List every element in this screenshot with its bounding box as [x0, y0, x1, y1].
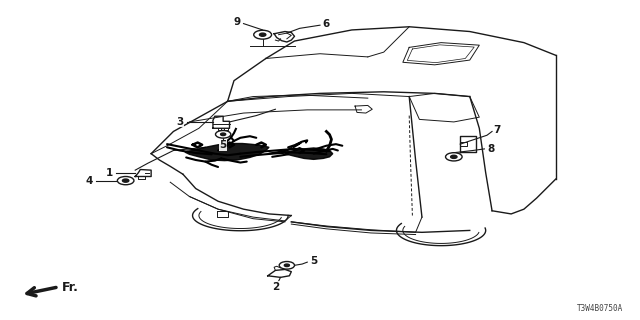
- Polygon shape: [285, 148, 333, 159]
- Circle shape: [259, 33, 266, 36]
- Text: 4: 4: [86, 176, 93, 186]
- Circle shape: [117, 177, 134, 185]
- Circle shape: [279, 261, 294, 269]
- Text: 1: 1: [106, 168, 113, 178]
- Text: 6: 6: [323, 19, 330, 28]
- Text: 9: 9: [234, 17, 241, 27]
- Text: 2: 2: [272, 282, 279, 292]
- Text: 7: 7: [493, 124, 501, 134]
- Text: T3W4B0750A: T3W4B0750A: [577, 304, 623, 313]
- Circle shape: [284, 264, 289, 267]
- Circle shape: [216, 131, 231, 138]
- Circle shape: [451, 155, 457, 158]
- Circle shape: [445, 153, 462, 161]
- Text: 8: 8: [487, 144, 495, 154]
- Circle shape: [221, 133, 226, 136]
- Text: Fr.: Fr.: [62, 281, 79, 294]
- Circle shape: [253, 30, 271, 39]
- Text: 5: 5: [310, 256, 317, 266]
- Polygon shape: [185, 143, 269, 161]
- Text: 3: 3: [176, 117, 184, 127]
- Text: 5: 5: [220, 140, 227, 150]
- Circle shape: [122, 179, 129, 182]
